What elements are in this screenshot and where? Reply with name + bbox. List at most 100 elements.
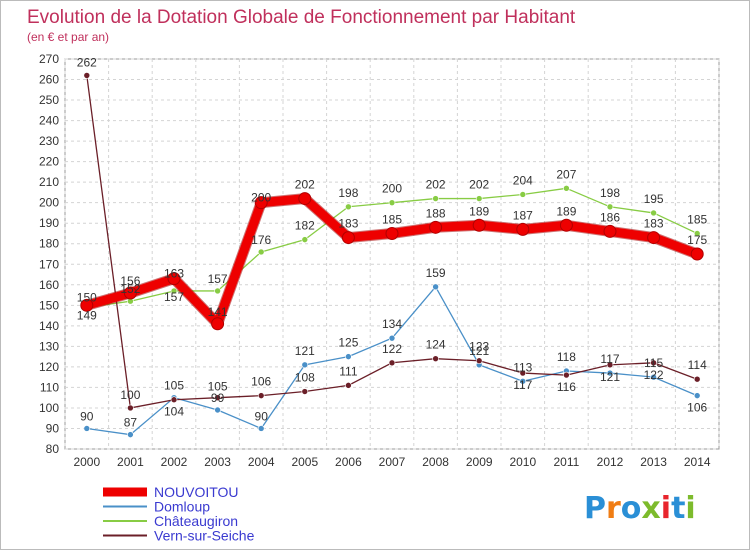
data-label: 116 xyxy=(557,380,576,394)
data-point xyxy=(563,371,570,379)
data-label: 175 xyxy=(687,233,707,247)
series-layer xyxy=(80,72,704,438)
data-point xyxy=(345,382,352,389)
data-point xyxy=(388,199,396,206)
y-tick-label: 200 xyxy=(39,196,59,210)
data-label: 187 xyxy=(513,208,533,222)
data-point xyxy=(301,361,309,369)
y-tick-label: 80 xyxy=(46,442,60,456)
data-label: 121 xyxy=(295,344,315,358)
y-tick-label: 180 xyxy=(39,237,59,251)
grid xyxy=(64,58,720,450)
x-tick-label: 2000 xyxy=(73,455,100,469)
data-label: 105 xyxy=(164,379,184,393)
data-point xyxy=(80,298,94,312)
data-label: 183 xyxy=(338,217,358,231)
x-tick-label: 2008 xyxy=(422,455,449,469)
data-point xyxy=(563,185,570,192)
y-tick-label: 90 xyxy=(46,421,60,435)
data-point xyxy=(257,392,265,399)
y-tick-label: 130 xyxy=(39,339,59,353)
x-tick-label: 2013 xyxy=(640,455,667,469)
data-point xyxy=(432,355,439,362)
y-tick-label: 110 xyxy=(40,380,59,394)
logo-letter: P xyxy=(584,491,606,526)
data-label: 207 xyxy=(556,167,576,181)
data-label: 87 xyxy=(124,416,138,430)
y-tick-label: 220 xyxy=(39,155,59,169)
data-label: 108 xyxy=(295,371,315,385)
plot-area xyxy=(64,58,720,450)
x-tick-label: 2010 xyxy=(509,455,536,469)
logo-letter: x xyxy=(641,491,660,526)
legend-label: Châteaugiron xyxy=(154,513,238,529)
data-point xyxy=(475,195,483,202)
y-tick-label: 260 xyxy=(39,73,59,87)
data-point xyxy=(606,361,614,369)
data-point xyxy=(650,373,657,381)
data-point xyxy=(519,369,527,377)
y-tick-label: 170 xyxy=(39,257,59,271)
data-point xyxy=(170,396,178,404)
legend-label: NOUVOITOU xyxy=(154,484,239,500)
data-point xyxy=(693,392,701,399)
y-tick-label: 160 xyxy=(39,278,59,292)
data-label: 198 xyxy=(600,186,620,200)
data-label: 90 xyxy=(255,409,269,423)
y-tick-label: 100 xyxy=(39,401,59,415)
data-point xyxy=(690,247,704,261)
data-point xyxy=(127,431,134,438)
x-tick-label: 2011 xyxy=(553,455,579,469)
data-point xyxy=(214,287,221,295)
data-point xyxy=(693,375,701,383)
data-point xyxy=(472,218,486,232)
data-label: 157 xyxy=(208,272,228,286)
logo-letter: t xyxy=(671,491,685,526)
data-label: 105 xyxy=(208,380,228,394)
data-label: 100 xyxy=(120,388,140,402)
chart-subtitle: (en € et par an) xyxy=(27,30,109,44)
data-label: 115 xyxy=(644,356,663,370)
data-point xyxy=(603,224,617,238)
data-label: 106 xyxy=(687,401,707,415)
data-label: 183 xyxy=(644,217,664,231)
x-tick-label: 2001 xyxy=(117,455,144,469)
data-point xyxy=(127,404,134,412)
data-label: 163 xyxy=(164,267,184,281)
data-label: 195 xyxy=(644,192,664,206)
legend-label: Domloup xyxy=(154,499,210,515)
y-tick-label: 230 xyxy=(39,134,59,148)
data-point xyxy=(429,220,443,234)
x-tick-label: 2002 xyxy=(161,455,188,469)
data-label: 202 xyxy=(469,178,489,192)
logo-letter: o xyxy=(621,491,642,526)
proxiti-logo: Proxiti xyxy=(584,491,696,526)
data-label: 118 xyxy=(557,350,576,364)
data-point xyxy=(475,357,483,365)
data-point xyxy=(650,209,657,217)
data-point xyxy=(693,230,701,237)
data-label: 106 xyxy=(251,375,271,389)
data-label: 90 xyxy=(80,409,94,423)
data-point xyxy=(123,286,137,300)
data-label: 117 xyxy=(600,352,619,366)
data-label: 141 xyxy=(208,305,228,319)
logo-letter: r xyxy=(606,491,621,526)
data-label: 157 xyxy=(164,290,184,304)
data-point xyxy=(388,359,396,367)
data-point xyxy=(83,72,91,79)
data-label: 198 xyxy=(338,186,358,200)
data-point xyxy=(257,248,265,256)
x-tick-label: 2006 xyxy=(335,455,362,469)
data-label: 149 xyxy=(77,308,97,322)
x-tick-label: 2014 xyxy=(684,455,711,469)
data-point xyxy=(385,226,399,240)
y-tick-label: 240 xyxy=(39,114,59,128)
legend-label: Vern-sur-Seiche xyxy=(154,528,255,544)
data-label: 99 xyxy=(211,391,225,405)
y-tick-label: 210 xyxy=(39,175,59,189)
data-point xyxy=(167,272,181,286)
data-label: 152 xyxy=(120,282,140,296)
